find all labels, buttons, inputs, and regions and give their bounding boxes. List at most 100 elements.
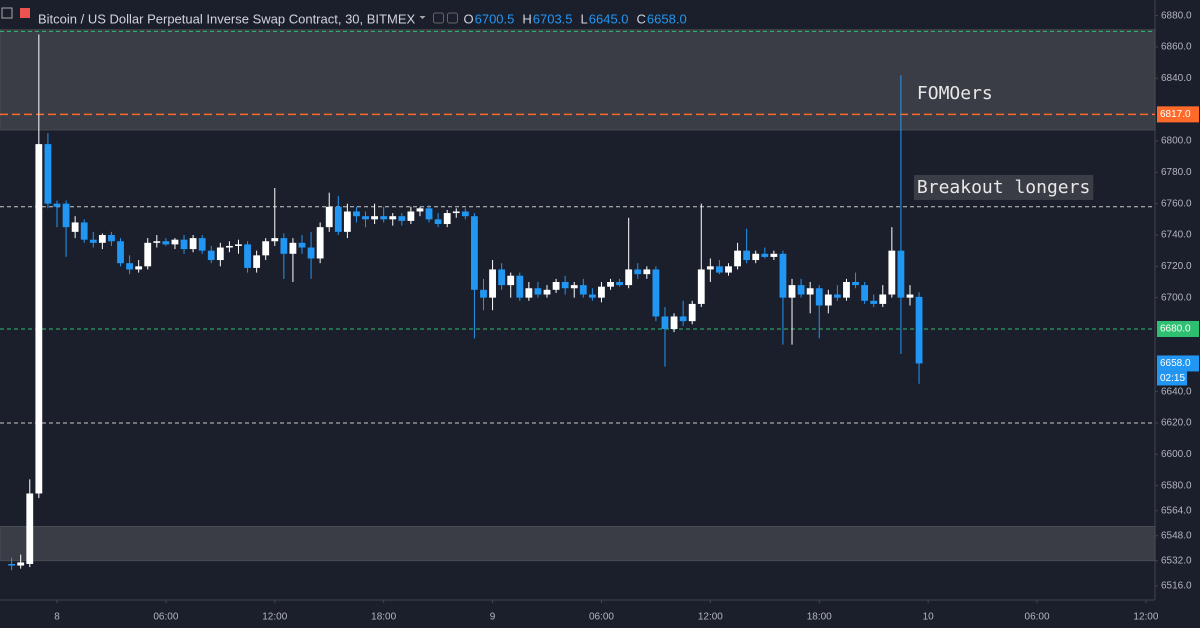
candle-body [761,253,769,257]
candle-body [416,208,424,212]
candle-body [852,281,859,286]
y-tick-label: 6620.0 [1161,418,1192,429]
x-tick-label: 12:00 [698,612,723,623]
candle-body [35,144,43,494]
candle-body [652,269,660,317]
candle-body [271,238,279,242]
candle-body [706,266,714,270]
ohlc-key: O [463,11,473,26]
candle-body [897,250,905,298]
candle-body [534,288,542,295]
dropdown-icon [419,16,426,19]
ohlc-key: L [581,11,588,26]
candle-body [216,247,224,261]
candle-body [343,211,351,232]
candle-body [126,263,133,270]
candle-body [434,219,442,225]
candle-body [697,269,705,304]
candle-body [607,281,614,287]
candle-body [516,275,524,298]
candle-body [280,238,288,254]
candle-body [180,239,188,250]
symbol-title: Bitcoin / US Dollar Perpetual Inverse Sw… [38,11,415,26]
annotation: FOMOers [917,83,993,104]
candle-body [915,296,923,364]
candle-body [625,269,633,286]
candle-body [262,241,270,256]
candle-body [443,213,451,225]
candle-body [843,281,850,298]
annotation: Breakout longers [917,177,1090,198]
x-tick-label: 06:00 [153,612,178,623]
x-tick-label: 06:00 [1025,612,1050,623]
candle-body [480,289,487,298]
candle-body [162,241,170,245]
candle-body [598,286,605,298]
candle-body [725,266,732,273]
candle-body [235,244,242,246]
candle-body [634,269,642,275]
level-price-label-bg [1157,320,1199,337]
ohlc-value: 6703.5 [533,11,573,26]
y-tick-label: 6880.0 [1161,10,1192,21]
candle-body [507,275,515,286]
candle-body [17,562,25,566]
countdown-bg [1157,371,1187,386]
candle-body [779,253,787,298]
candle-body [407,211,415,221]
candle-body [98,234,106,243]
eye-icon [446,12,458,24]
y-tick-label: 6860.0 [1161,42,1192,53]
candle-body [380,216,388,220]
candle-body [53,203,61,207]
candle-body [325,206,333,228]
x-tick-label: 12:00 [1133,612,1158,623]
candle-body [661,316,669,329]
x-tick-label: 8 [54,612,60,623]
candle-body [861,285,869,301]
annotation-box [913,80,996,106]
flag-icon[interactable] [20,8,30,18]
candle-body [135,266,143,270]
candle-body [888,250,896,295]
candle-body [425,208,433,220]
header: Bitcoin / US Dollar Perpetual Inverse Sw… [1,7,687,26]
candle-body [371,216,378,220]
y-tick-label: 6800.0 [1161,136,1192,147]
ohlc-key: H [522,11,531,26]
candle-body [171,239,179,245]
x-tick-label: 18:00 [371,612,396,623]
candle-body [389,216,397,220]
candle-body [307,247,315,259]
last-price-label: 6658.0 [1160,358,1191,369]
candle-body [89,239,97,243]
candle-body [153,241,161,243]
candle-body [144,242,152,267]
candle-body [334,206,342,232]
last-price-label-bg [1157,355,1199,372]
candle-body [498,269,506,286]
candle-body [543,289,551,295]
candle-body [207,250,215,261]
collapse-icon[interactable] [1,7,13,19]
candle-body [770,253,778,257]
settings-icon [432,12,444,24]
candle-body [797,285,805,295]
candle-body [643,269,651,275]
candle-body [44,144,52,204]
level-price-label: 6680.0 [1160,324,1191,335]
zone [0,526,1156,562]
plot: FOMOers Breakout longers [0,29,1156,571]
y-tick-label: 6580.0 [1161,480,1192,491]
candle-body [471,216,478,290]
x-tick-label: 12:00 [262,612,287,623]
y-tick-label: 6516.0 [1161,581,1192,592]
y-tick-label: 6532.0 [1161,555,1192,566]
y-tick-label: 6564.0 [1161,505,1192,516]
candle-body [353,211,360,217]
y-tick-label: 6780.0 [1161,167,1192,178]
candle-body [870,300,878,304]
candle-body [561,281,569,289]
candle-body [670,316,678,329]
